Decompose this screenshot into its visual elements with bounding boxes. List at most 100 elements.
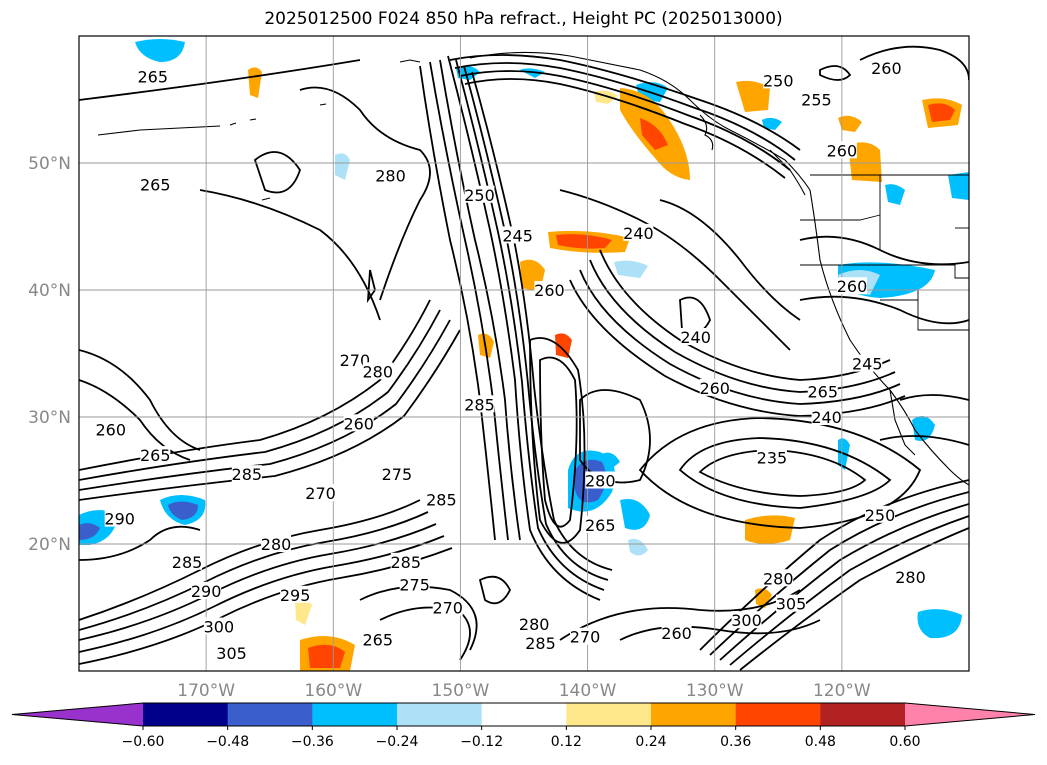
contour-label: 280 bbox=[375, 167, 406, 186]
lat-tick-label: 40°N bbox=[28, 281, 71, 301]
contour-label: 275 bbox=[382, 465, 413, 484]
colorbar-tick-label: 0.12 bbox=[551, 734, 582, 750]
lon-tick-label: 120°W bbox=[813, 681, 871, 701]
contour-label-bg bbox=[525, 634, 556, 652]
colorbar-extend-low bbox=[12, 703, 143, 726]
colorbar-segment bbox=[312, 703, 398, 726]
contour-label-bg bbox=[661, 623, 692, 641]
contour-label-bg bbox=[426, 490, 457, 508]
contour-label: 250 bbox=[464, 186, 495, 205]
contour-label: 260 bbox=[699, 379, 730, 398]
colorbar-tick-label: 0.24 bbox=[635, 734, 666, 750]
contour-label: 265 bbox=[140, 176, 171, 195]
colorbar-segment bbox=[820, 703, 906, 726]
contour-label-bg bbox=[305, 484, 336, 502]
contour-label: 260 bbox=[534, 281, 565, 300]
contour-label-bg bbox=[390, 552, 421, 570]
contour-label: 260 bbox=[661, 624, 692, 643]
lon-tick-label: 160°W bbox=[304, 681, 362, 701]
colorbar-tick-label: −0.12 bbox=[460, 734, 503, 750]
contour-label-bg bbox=[756, 448, 787, 466]
contour-label-bg bbox=[801, 90, 832, 108]
contour-label-bg bbox=[534, 281, 565, 298]
colorbar-tick-label: −0.60 bbox=[122, 734, 165, 750]
lon-tick-label: 140°W bbox=[559, 681, 617, 701]
contour-label-bg bbox=[140, 175, 171, 193]
contour-label-bg bbox=[280, 585, 311, 603]
contour-label-bg bbox=[95, 420, 126, 438]
axis-tick-labels: 20°N 30°N 40°N 50°N 170°W 160°W 150°W 140°W 130°… bbox=[28, 154, 871, 701]
contour-label: 280 bbox=[895, 568, 926, 587]
lat-tick-label: 20°N bbox=[28, 535, 71, 555]
contour-label: 260 bbox=[837, 277, 868, 296]
colorbar-tick-label: −0.48 bbox=[206, 734, 249, 750]
contour-label: 300 bbox=[731, 611, 762, 630]
contour-label-bg bbox=[763, 569, 794, 587]
colorbar-extend-high bbox=[905, 703, 1035, 726]
lon-tick-label: 150°W bbox=[432, 681, 490, 701]
colorbar-segment bbox=[651, 703, 737, 726]
colorbar-segment bbox=[227, 703, 313, 726]
contour-label: 270 bbox=[432, 599, 463, 618]
contour-label-bg bbox=[339, 350, 370, 368]
contour-label-bg bbox=[362, 362, 393, 380]
contour-label-bg bbox=[699, 378, 730, 396]
contour-label: 240 bbox=[811, 408, 842, 427]
contour-label-bg bbox=[381, 465, 412, 483]
contour-label: 285 bbox=[525, 634, 556, 653]
contour-label: 245 bbox=[502, 226, 533, 245]
contour-label: 260 bbox=[343, 414, 374, 433]
contour-label: 240 bbox=[623, 224, 654, 243]
contour-label: 275 bbox=[399, 576, 430, 595]
contour-label: 285 bbox=[464, 395, 495, 414]
contour-label: 285 bbox=[172, 553, 203, 572]
colorbar-tick-label: −0.24 bbox=[376, 734, 419, 750]
contour-label: 295 bbox=[280, 586, 311, 605]
contour-label-bg bbox=[140, 446, 171, 464]
contour-label: 280 bbox=[261, 535, 292, 554]
colorbar-tick-label: 0.60 bbox=[889, 734, 920, 750]
contour-label-bg bbox=[464, 185, 495, 203]
contour-label: 255 bbox=[801, 91, 832, 110]
contour-label-bg bbox=[231, 465, 262, 483]
contour-label: 305 bbox=[776, 595, 807, 614]
colorbar-tick-label: 0.36 bbox=[720, 734, 751, 750]
lon-tick-label: 170°W bbox=[177, 681, 235, 701]
contour-label: 265 bbox=[140, 446, 171, 465]
contour-label: 260 bbox=[871, 59, 902, 78]
contour-label: 260 bbox=[827, 141, 858, 160]
contour-label: 245 bbox=[852, 355, 883, 374]
contour-label: 285 bbox=[232, 465, 263, 484]
contour-label-bg bbox=[585, 471, 616, 489]
contour-label: 280 bbox=[763, 569, 794, 588]
contour-label: 290 bbox=[104, 510, 135, 529]
contour-label-bg bbox=[826, 141, 857, 159]
contour-label-bg bbox=[731, 611, 762, 629]
contour-label-bg bbox=[172, 552, 203, 570]
map-frame bbox=[78, 35, 970, 672]
colorbar-tick-label: 0.48 bbox=[805, 734, 836, 750]
contour-label: 250 bbox=[763, 71, 794, 90]
contour-label: 240 bbox=[680, 328, 711, 347]
contour-label: 285 bbox=[426, 491, 457, 510]
coastlines bbox=[97, 51, 969, 486]
contour-label: 270 bbox=[570, 628, 601, 647]
state-borders bbox=[800, 174, 969, 331]
contour-label-bg bbox=[362, 630, 393, 648]
contour-label-bg bbox=[570, 627, 601, 645]
contour-label-bg bbox=[680, 327, 711, 345]
contour-label: 290 bbox=[191, 582, 222, 601]
contour-label-bg bbox=[216, 644, 247, 662]
refractivity-shading bbox=[79, 39, 969, 671]
height-contours bbox=[79, 45, 969, 671]
contour-label: 305 bbox=[216, 644, 247, 663]
contour-label-bg bbox=[811, 408, 842, 425]
contour-label: 270 bbox=[340, 351, 371, 370]
contour-label: 300 bbox=[204, 618, 235, 637]
contour-label: 280 bbox=[363, 362, 394, 381]
contour-label-bg bbox=[432, 598, 463, 616]
colorbar-segment bbox=[566, 703, 652, 726]
contour-label-bg bbox=[191, 581, 222, 599]
colorbar-segment bbox=[481, 703, 567, 726]
